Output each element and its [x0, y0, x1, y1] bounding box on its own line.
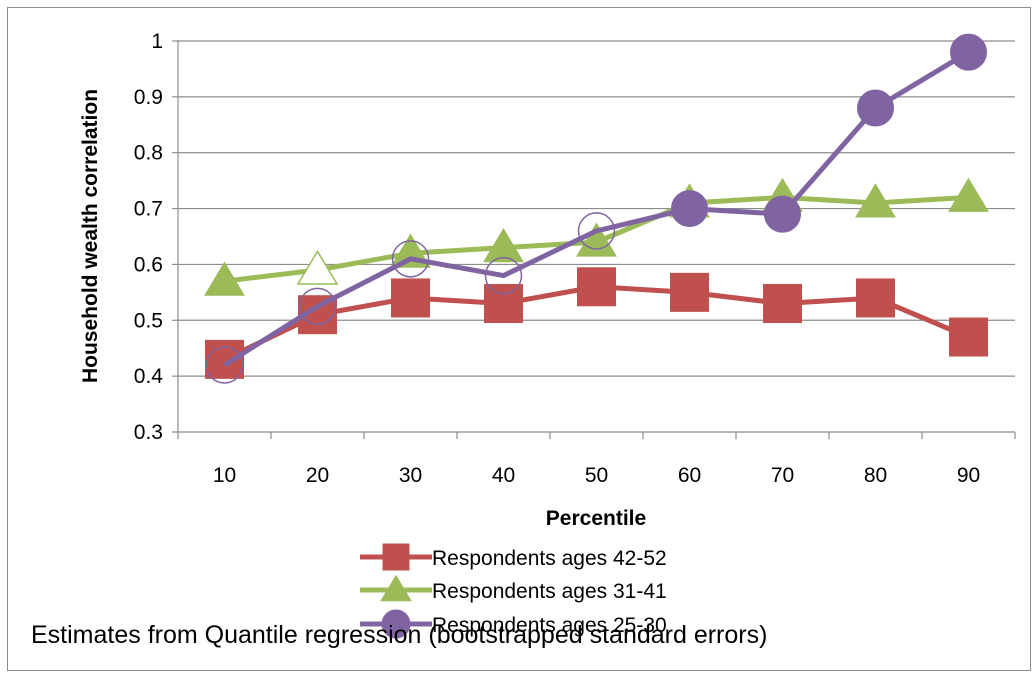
series-lines: [204, 33, 989, 384]
x-tick-label: 20: [306, 464, 329, 487]
data-point: [856, 278, 895, 318]
data-point: [577, 212, 616, 250]
x-tick-label: 40: [492, 464, 515, 487]
data-point: [576, 222, 617, 257]
data-point: [298, 287, 337, 326]
data-point: [484, 256, 523, 295]
legend-marker: [380, 574, 412, 602]
x-tick-label: 30: [399, 464, 422, 487]
data-point: [857, 89, 894, 127]
legend-marker: [381, 609, 411, 639]
data-point: [950, 33, 987, 71]
data-point: [764, 195, 801, 233]
data-point: [855, 183, 896, 218]
legend-item-3: Respondents ages 25-30: [360, 609, 667, 639]
x-tick-label: 10: [213, 464, 236, 487]
y-axis-title: Household wealth correlation: [79, 89, 102, 383]
legend-label: Respondents ages 31-41: [432, 580, 667, 603]
axes: [172, 40, 1016, 439]
y-tick-label: 0.6: [134, 253, 163, 276]
y-tick-label: 0.4: [134, 365, 164, 388]
data-point: [484, 284, 523, 324]
legend-label: Respondents ages 25-30: [432, 614, 667, 637]
y-tick-label: 1: [151, 30, 163, 53]
legend: Respondents ages 42-52 Respondents ages 3…: [360, 543, 667, 639]
y-tick-label: 0.9: [134, 86, 163, 109]
data-point: [204, 261, 245, 296]
data-point: [391, 278, 430, 318]
data-point: [948, 177, 989, 212]
y-tick-label: 0.5: [134, 309, 163, 332]
x-tick-label: 70: [771, 464, 794, 487]
legend-marker: [382, 543, 410, 571]
data-point: [483, 227, 524, 263]
x-tick-label: 80: [864, 464, 887, 487]
data-point: [949, 317, 988, 357]
x-tick-label: 60: [678, 464, 701, 487]
x-tick-label: 90: [957, 464, 980, 487]
data-point: [391, 240, 430, 278]
data-point: [577, 267, 616, 307]
chart-note: Estimates from Quantile regression (boot…: [31, 621, 767, 649]
y-tick-label: 0.7: [134, 198, 163, 221]
y-tick-label: 0.8: [134, 142, 163, 165]
x-tick-label: 50: [585, 464, 608, 487]
data-point: [670, 272, 709, 312]
data-point: [296, 249, 339, 285]
tick-labels: 0.3 0.4 0.5 0.6 0.7 0.8 0.9 1 10 20 30 40 50 60 70 80 90: [134, 30, 980, 487]
legend-item-2: Respondents ages 31-41: [360, 574, 667, 603]
data-point: [763, 284, 802, 324]
legend-item-1: Respondents ages 42-52: [360, 543, 667, 571]
series-line: [223, 50, 970, 368]
series-3: [205, 33, 987, 384]
legend-label: Respondents ages 42-52: [432, 547, 667, 570]
x-axis-title: Percentile: [546, 507, 646, 530]
y-tick-label: 0.3: [134, 421, 163, 444]
data-point: [671, 190, 708, 228]
data-point: [205, 346, 244, 384]
